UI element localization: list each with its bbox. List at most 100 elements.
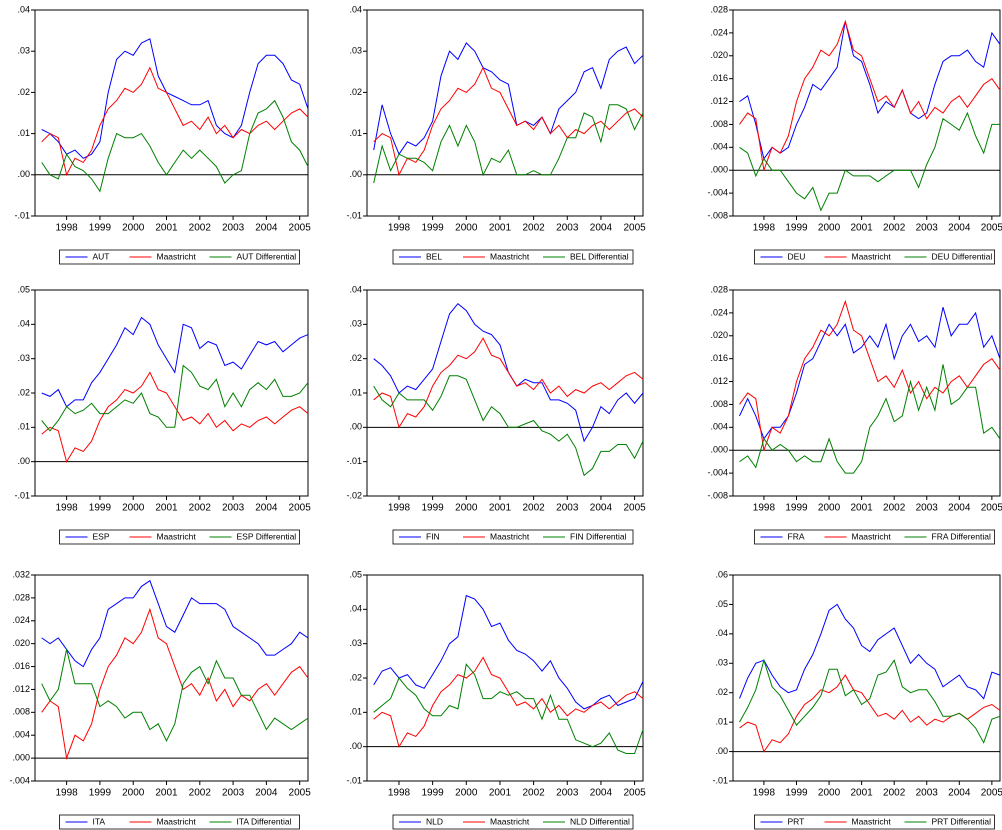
x-tick-label: 2001 (489, 503, 512, 514)
y-tick-label: .00 (17, 169, 30, 179)
x-tick-label: 1998 (753, 788, 776, 799)
series-line (739, 21, 1001, 160)
x-tick-label: 2003 (916, 223, 939, 234)
series-line (41, 38, 309, 159)
x-tick-label: 2003 (556, 788, 579, 799)
x-tick-label: 2002 (883, 788, 906, 799)
y-tick-label: .02 (17, 87, 30, 97)
series-line (739, 674, 1001, 753)
x-tick-label: 1998 (56, 223, 79, 234)
y-tick-label: -.004 (707, 467, 728, 477)
series-line (41, 316, 309, 408)
x-tick-label: 1999 (89, 223, 112, 234)
legend-box (59, 529, 300, 545)
y-tick-label: .008 (710, 399, 728, 409)
x-tick-label: 2004 (590, 223, 613, 234)
plot-frame (366, 9, 644, 217)
series-line (373, 42, 644, 156)
legend-label: Maastricht (852, 251, 892, 261)
y-tick-label: -.004 (9, 775, 30, 785)
legend-label: FRA (788, 531, 805, 541)
x-tick-label: 2004 (255, 503, 278, 514)
y-tick-label: .000 (710, 445, 728, 455)
y-tick-label: .02 (349, 353, 362, 363)
x-tick-label: 2003 (556, 223, 579, 234)
x-tick-label: 2001 (850, 788, 873, 799)
legend-label: BEL (426, 251, 442, 261)
y-tick-label: .00 (349, 741, 362, 751)
y-tick-label: .016 (710, 73, 728, 83)
legend-label: FRA Differential (932, 531, 991, 541)
x-tick-label: 2005 (623, 223, 646, 234)
y-tick-label: .012 (710, 96, 728, 106)
x-tick-label: 1998 (753, 223, 776, 234)
legend-label: FIN (426, 531, 440, 541)
x-tick-label: 2004 (255, 788, 278, 799)
legend-label: PRT (788, 816, 805, 826)
x-tick-label: 2000 (122, 223, 145, 234)
y-tick-label: .05 (715, 599, 728, 609)
x-tick-label: 2002 (522, 788, 545, 799)
x-tick-label: 2001 (155, 503, 178, 514)
x-tick-label: 2000 (818, 788, 841, 799)
x-tick-label: 2000 (818, 223, 841, 234)
legend-box (754, 529, 995, 545)
y-tick-label: .03 (349, 319, 362, 329)
y-tick-label: .04 (349, 604, 362, 614)
legend-label: Maastricht (490, 531, 530, 541)
y-tick-label: .004 (710, 422, 728, 432)
y-tick-label: -.01 (346, 210, 362, 220)
legend-box (59, 249, 300, 265)
x-tick-label: 2000 (818, 503, 841, 514)
y-tick-label: .020 (710, 50, 728, 60)
x-tick-label: 2002 (522, 503, 545, 514)
series-line (373, 594, 644, 710)
x-tick-label: 2004 (948, 503, 971, 514)
x-tick-label: 2004 (590, 503, 613, 514)
y-tick-label: .03 (349, 638, 362, 648)
y-tick-label: .020 (710, 330, 728, 340)
y-tick-label: .032 (12, 569, 30, 579)
y-tick-label: .01 (349, 128, 362, 138)
legend-label: FIN Differential (570, 531, 627, 541)
series-line (41, 579, 309, 668)
y-tick-label: .02 (17, 387, 30, 397)
x-tick-label: 1999 (422, 788, 445, 799)
y-tick-label: .004 (710, 142, 728, 152)
x-tick-label: 2005 (289, 503, 312, 514)
y-tick-label: .05 (17, 284, 30, 294)
y-tick-label: .024 (12, 615, 30, 625)
y-tick-label: -.01 (14, 210, 30, 220)
y-tick-label: .000 (710, 165, 728, 175)
x-tick-label: 2005 (981, 503, 1002, 514)
series-line (739, 19, 1001, 171)
legend-label: Maastricht (490, 251, 530, 261)
series-line (739, 111, 1000, 212)
x-tick-label: 2003 (222, 223, 245, 234)
y-tick-label: -.01 (346, 775, 362, 785)
legend-box (392, 814, 634, 830)
y-tick-label: -.01 (346, 456, 362, 466)
legend-label: NLD (426, 816, 443, 826)
x-tick-label: 2002 (189, 503, 212, 514)
x-tick-label: 2005 (981, 223, 1002, 234)
x-tick-label: 2001 (850, 223, 873, 234)
x-tick-label: 1999 (422, 223, 445, 234)
y-tick-label: .02 (349, 87, 362, 97)
y-tick-label: .00 (349, 169, 362, 179)
y-tick-label: .01 (349, 707, 362, 717)
x-tick-label: 2002 (189, 788, 212, 799)
x-tick-label: 2005 (623, 788, 646, 799)
y-tick-label: .02 (715, 687, 728, 697)
series-line (739, 364, 1001, 474)
legend-label: Maastricht (157, 251, 197, 261)
y-tick-label: .00 (349, 422, 362, 432)
plot-frame (366, 289, 644, 497)
legend-box (392, 249, 634, 265)
x-tick-label: 2000 (122, 503, 145, 514)
legend-label: Maastricht (490, 816, 530, 826)
x-tick-label: 2001 (850, 503, 873, 514)
y-tick-label: .004 (12, 730, 30, 740)
x-tick-label: 2001 (155, 223, 178, 234)
